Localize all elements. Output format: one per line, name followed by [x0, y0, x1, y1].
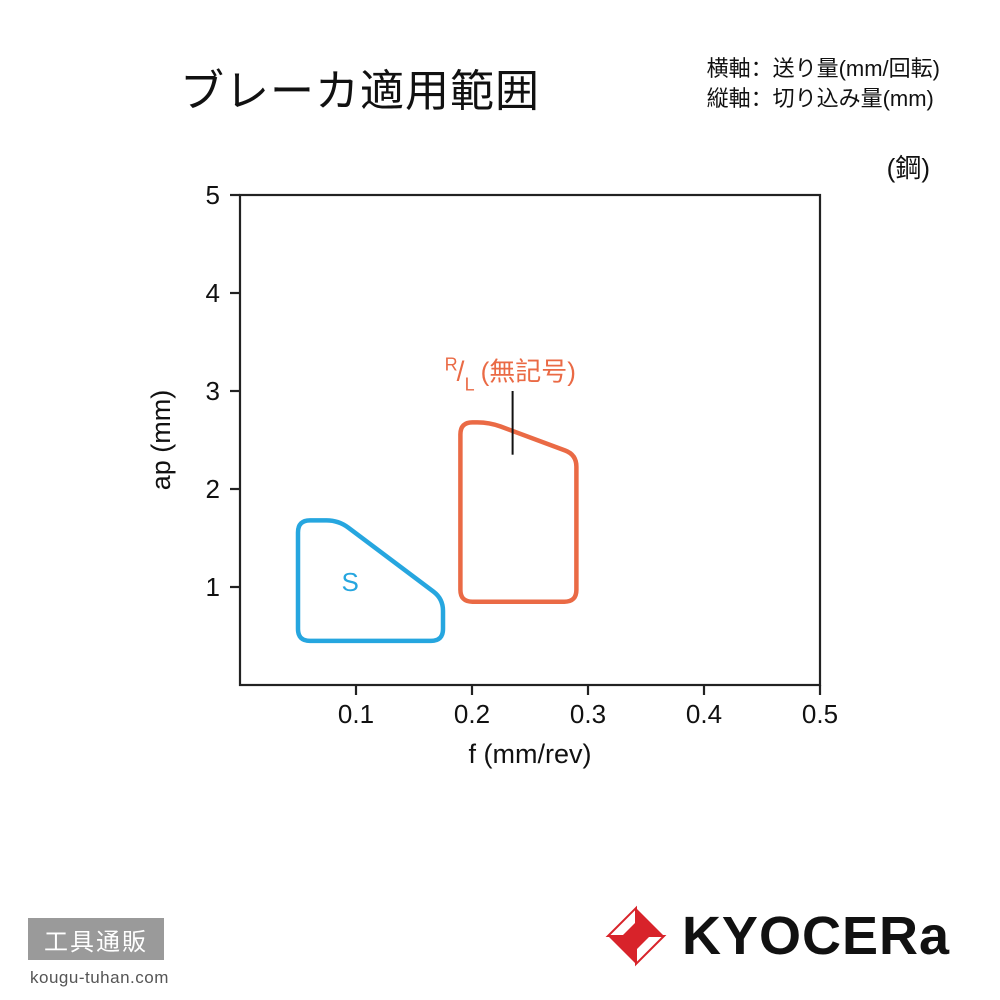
axis-description: 横軸：送り量(mm/回転) 縦軸：切り込み量(mm) — [707, 54, 940, 113]
svg-text:0.1: 0.1 — [338, 699, 374, 729]
chart: 0.10.20.30.40.512345f (mm/rev)ap (mm)SR/… — [130, 185, 850, 775]
shop-domain: kougu-tuhan.com — [30, 968, 169, 988]
brand-mark-icon — [604, 904, 668, 968]
material-label: (鋼) — [887, 148, 930, 185]
svg-text:0.2: 0.2 — [454, 699, 490, 729]
brand-logo: KYOCERa — [604, 904, 950, 968]
shop-badge: 工具通販 — [28, 918, 164, 960]
svg-text:2: 2 — [206, 474, 220, 504]
svg-text:0.5: 0.5 — [802, 699, 838, 729]
svg-text:S: S — [342, 567, 359, 597]
chart-title: ブレーカ適用範囲 — [180, 55, 540, 119]
svg-text:0.4: 0.4 — [686, 699, 722, 729]
svg-text:5: 5 — [206, 185, 220, 210]
svg-text:(無記号): (無記号) — [481, 356, 576, 386]
svg-text:0.3: 0.3 — [570, 699, 606, 729]
brand-name: KYOCERa — [682, 905, 950, 967]
svg-text:ap (mm): ap (mm) — [146, 390, 176, 491]
svg-text:4: 4 — [206, 278, 220, 308]
svg-text:1: 1 — [206, 572, 220, 602]
svg-text:/: / — [457, 355, 465, 386]
x-axis-desc: 横軸：送り量(mm/回転) — [707, 54, 940, 84]
svg-text:L: L — [465, 374, 475, 394]
svg-text:3: 3 — [206, 376, 220, 406]
svg-text:f (mm/rev): f (mm/rev) — [469, 739, 592, 769]
y-axis-desc: 縦軸：切り込み量(mm) — [707, 84, 940, 114]
